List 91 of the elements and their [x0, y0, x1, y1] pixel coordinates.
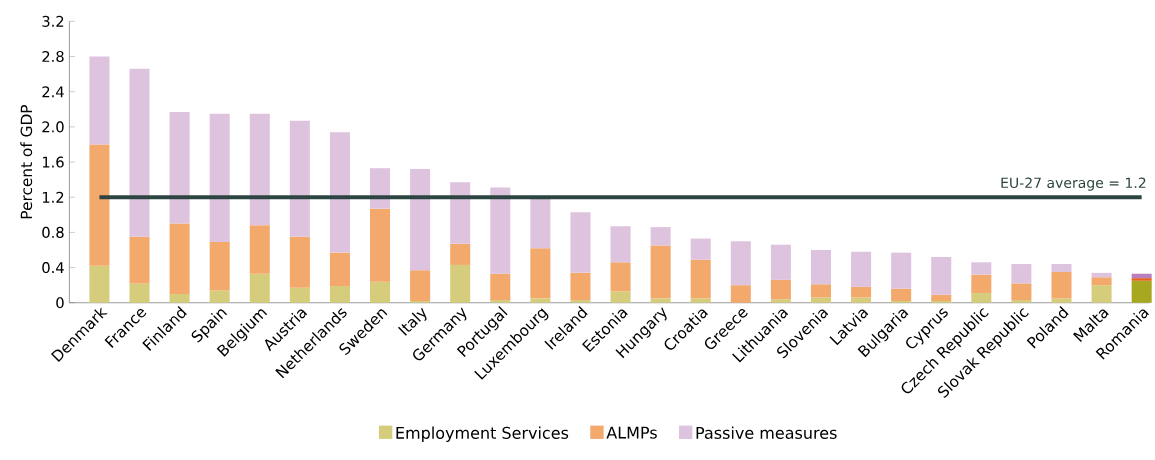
bar: [690, 238, 711, 260]
legend-label: ALMPs: [606, 426, 657, 439]
bar: [169, 293, 190, 303]
bar: [650, 245, 671, 299]
y-axis-title: Percent of GDP: [20, 104, 33, 219]
bar: [610, 291, 631, 303]
bar: [209, 242, 230, 291]
bar: [610, 262, 631, 292]
bar: [370, 168, 391, 209]
bar: [450, 243, 471, 265]
bar: [370, 208, 391, 282]
bar: [730, 285, 751, 303]
bar: [89, 56, 110, 145]
bar: [730, 241, 751, 286]
bar: [931, 256, 952, 295]
bar: [971, 293, 992, 303]
y-tick-label: 0.4: [42, 261, 64, 274]
bar: [1091, 285, 1112, 303]
bar: [530, 248, 551, 299]
y-tick-label: 3.2: [42, 15, 64, 27]
bar: [690, 298, 711, 303]
bar: [89, 144, 110, 266]
bar: [1011, 300, 1032, 303]
bar: [410, 270, 431, 301]
bar: [851, 251, 872, 287]
bar: [690, 259, 711, 299]
bar: [490, 187, 511, 274]
bar: [851, 286, 872, 298]
bar: [610, 226, 631, 263]
bar: [129, 68, 150, 237]
bar: [169, 111, 190, 224]
bar: [1131, 278, 1152, 281]
bar: [570, 212, 591, 273]
bar: [810, 284, 831, 298]
bar: [329, 285, 350, 303]
bar: [530, 298, 551, 303]
bar: [289, 120, 310, 237]
bar: [650, 227, 671, 246]
bar: [971, 274, 992, 294]
legend-label: Passive measures: [696, 426, 837, 439]
bar: [249, 273, 270, 303]
bar: [209, 290, 230, 303]
bar: [810, 249, 831, 285]
y-tick-label: 2.4: [42, 86, 64, 98]
bar: [650, 298, 671, 303]
bar: [249, 225, 270, 274]
bar: [169, 223, 190, 294]
bar: [129, 236, 150, 284]
y-tick-label: 2.8: [42, 50, 64, 62]
bar: [931, 294, 952, 301]
bar: [370, 281, 391, 303]
bar: [971, 262, 992, 275]
bar: [770, 244, 791, 280]
bar: [770, 279, 791, 300]
bar: [891, 252, 912, 289]
y-tick-label: 0: [56, 297, 64, 309]
bar: [1051, 263, 1072, 272]
bar: [1131, 273, 1152, 279]
bar: [1091, 277, 1112, 286]
bar: [891, 288, 912, 301]
bar: [490, 300, 511, 303]
bar: [329, 132, 350, 253]
y-tick-label: 1.2: [42, 191, 64, 203]
bar: [570, 300, 591, 303]
bar: [851, 297, 872, 303]
bar: [1131, 280, 1152, 303]
bar: [209, 113, 230, 243]
bar: [410, 169, 431, 271]
bar: [570, 272, 591, 301]
bar: [490, 273, 511, 301]
y-tick-label: 0.8: [42, 226, 64, 238]
bar: [329, 252, 350, 286]
bar: [1051, 271, 1072, 299]
y-tick-label: 1.6: [42, 156, 64, 168]
bar: [1051, 298, 1072, 303]
bar: [89, 265, 110, 303]
bar: [1011, 263, 1032, 284]
bar: [1011, 283, 1032, 301]
bar: [770, 299, 791, 303]
bar: [810, 297, 831, 303]
bar: [129, 283, 150, 303]
bar: [289, 287, 310, 303]
bar: [289, 236, 310, 288]
bar: [1091, 272, 1112, 278]
ref-line-label: EU-27 average = 1.2: [1001, 177, 1146, 191]
bar: [249, 113, 270, 226]
legend-label: Employment Services: [396, 426, 569, 442]
bar: [450, 182, 471, 244]
y-tick-label: 2.0: [42, 121, 64, 133]
bar: [530, 198, 551, 249]
bar: [450, 264, 471, 303]
